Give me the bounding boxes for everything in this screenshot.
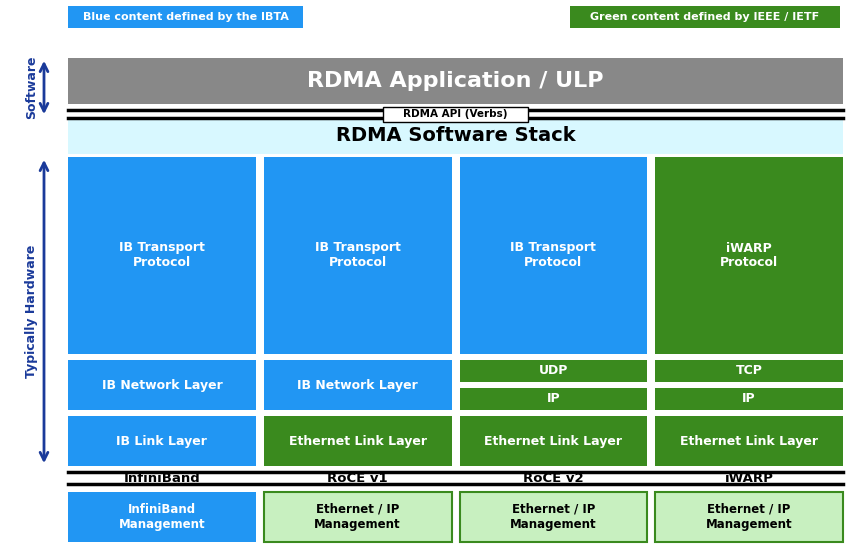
Text: IB Network Layer: IB Network Layer xyxy=(101,379,222,391)
FancyBboxPatch shape xyxy=(68,110,843,118)
FancyBboxPatch shape xyxy=(68,117,843,154)
Text: Ethernet Link Layer: Ethernet Link Layer xyxy=(485,434,622,448)
FancyBboxPatch shape xyxy=(655,360,843,382)
FancyBboxPatch shape xyxy=(264,157,452,354)
Text: IP: IP xyxy=(547,392,560,406)
Text: Software: Software xyxy=(26,56,39,119)
Text: iWARP
Protocol: iWARP Protocol xyxy=(720,242,778,269)
Text: UDP: UDP xyxy=(538,364,568,378)
Text: Ethernet / IP
Management: Ethernet / IP Management xyxy=(706,503,792,531)
FancyBboxPatch shape xyxy=(68,58,843,104)
FancyBboxPatch shape xyxy=(264,360,452,410)
FancyBboxPatch shape xyxy=(264,416,452,466)
FancyBboxPatch shape xyxy=(460,157,647,354)
FancyBboxPatch shape xyxy=(655,388,843,410)
FancyBboxPatch shape xyxy=(570,6,840,28)
Text: Typically Hardware: Typically Hardware xyxy=(26,245,39,378)
Text: IB Transport
Protocol: IB Transport Protocol xyxy=(314,242,401,269)
FancyBboxPatch shape xyxy=(68,6,303,28)
FancyBboxPatch shape xyxy=(68,360,256,410)
Text: RDMA Application / ULP: RDMA Application / ULP xyxy=(308,71,604,91)
Text: RoCE v2: RoCE v2 xyxy=(523,471,584,485)
Text: IB Transport
Protocol: IB Transport Protocol xyxy=(119,242,205,269)
Text: Ethernet Link Layer: Ethernet Link Layer xyxy=(289,434,427,448)
FancyBboxPatch shape xyxy=(655,492,843,542)
FancyBboxPatch shape xyxy=(655,157,843,354)
Text: Ethernet / IP
Management: Ethernet / IP Management xyxy=(510,503,597,531)
Text: TCP: TCP xyxy=(735,364,763,378)
FancyBboxPatch shape xyxy=(460,360,647,382)
FancyBboxPatch shape xyxy=(264,492,452,542)
Text: IP: IP xyxy=(742,392,756,406)
Text: InfiniBand: InfiniBand xyxy=(124,471,200,485)
Text: Green content defined by IEEE / IETF: Green content defined by IEEE / IETF xyxy=(590,12,820,22)
FancyBboxPatch shape xyxy=(383,107,528,121)
Text: RDMA API (Verbs): RDMA API (Verbs) xyxy=(403,109,508,119)
FancyBboxPatch shape xyxy=(68,416,256,466)
Text: RDMA Software Stack: RDMA Software Stack xyxy=(336,126,575,145)
FancyBboxPatch shape xyxy=(655,416,843,466)
Text: Ethernet / IP
Management: Ethernet / IP Management xyxy=(314,503,401,531)
FancyBboxPatch shape xyxy=(460,388,647,410)
Text: RoCE v1: RoCE v1 xyxy=(327,471,388,485)
FancyBboxPatch shape xyxy=(68,492,256,542)
Text: iWARP: iWARP xyxy=(725,471,773,485)
Text: IB Network Layer: IB Network Layer xyxy=(297,379,418,391)
Text: InfiniBand
Management: InfiniBand Management xyxy=(118,503,205,531)
Text: IB Link Layer: IB Link Layer xyxy=(117,434,207,448)
Text: IB Transport
Protocol: IB Transport Protocol xyxy=(511,242,596,269)
Text: Ethernet Link Layer: Ethernet Link Layer xyxy=(680,434,818,448)
FancyBboxPatch shape xyxy=(68,157,256,354)
Text: Blue content defined by the IBTA: Blue content defined by the IBTA xyxy=(83,12,289,22)
FancyBboxPatch shape xyxy=(460,492,647,542)
FancyBboxPatch shape xyxy=(460,416,647,466)
